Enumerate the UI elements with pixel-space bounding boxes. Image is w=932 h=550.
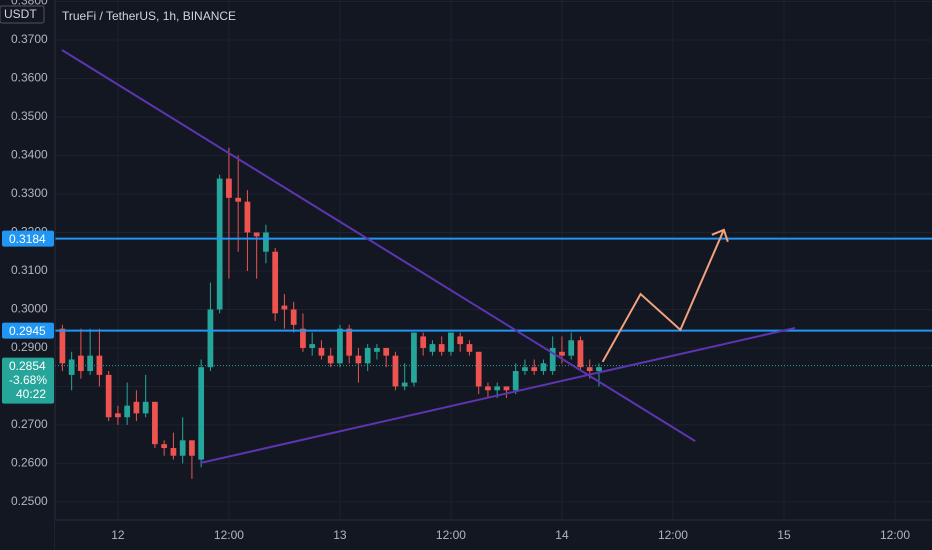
last-price-label: 0.2854	[9, 359, 46, 373]
candle-body	[531, 367, 538, 372]
currency-label: USDT	[4, 7, 37, 21]
y-tick-label: 0.3300	[11, 186, 48, 200]
candle-body	[105, 374, 112, 418]
x-tick-label: 12:00	[214, 528, 244, 542]
candle-body	[374, 347, 380, 352]
candle-body	[420, 336, 427, 348]
y-tick-label: 0.3500	[11, 109, 48, 123]
last-price-tag	[2, 357, 54, 404]
candle-body	[263, 232, 269, 252]
x-tick-label: 15	[777, 528, 791, 542]
candle-body	[549, 347, 556, 372]
y-tick-label: 0.2900	[11, 340, 48, 354]
candle-body	[309, 344, 316, 348]
candle-body	[170, 448, 177, 456]
y-tick-label: 0.3600	[11, 71, 48, 85]
candle-body	[68, 359, 75, 375]
candle-body	[179, 440, 186, 456]
price-tag-label: 0.3184	[9, 232, 46, 246]
candle-body	[115, 413, 121, 418]
candle-body	[198, 367, 205, 460]
candle-body	[59, 328, 66, 364]
candle-body	[253, 232, 260, 237]
candle-body	[429, 344, 436, 352]
chart-title: TrueFi / TetherUS, 1h, BINANCE	[62, 9, 236, 23]
arrow-head	[711, 228, 729, 243]
candle-body	[577, 340, 584, 368]
y-tick-label: 0.3100	[11, 263, 48, 277]
candle-body	[235, 197, 242, 202]
candle-body	[87, 355, 94, 372]
x-tick-label: 12:00	[436, 528, 466, 542]
y-tick-label: 0.2600	[11, 456, 48, 470]
candle-body	[596, 367, 602, 372]
y-tick-label: 0.3800	[11, 0, 48, 8]
candle-body	[392, 355, 399, 387]
candle-body	[401, 382, 408, 387]
y-tick-label: 0.2500	[11, 494, 48, 508]
candle-body	[96, 355, 103, 375]
candle-body	[142, 401, 149, 414]
time-axis	[55, 520, 932, 550]
candle-body	[244, 201, 251, 233]
price-change: -3.68%	[9, 373, 47, 387]
x-tick-label: 14	[555, 528, 569, 542]
candle-body	[226, 178, 232, 198]
x-tick-label: 12	[111, 528, 125, 542]
price-tag-label: 0.2945	[9, 324, 46, 338]
candle-body	[355, 355, 362, 364]
candle-body	[290, 309, 297, 325]
candle-body	[466, 344, 473, 352]
price-tag	[2, 322, 54, 339]
currency-box	[0, 5, 45, 24]
candle-body	[318, 347, 325, 356]
candle-body	[485, 386, 491, 391]
candle-body	[337, 328, 343, 364]
candle-body	[346, 328, 353, 356]
price-axis	[0, 0, 55, 550]
candle-body	[568, 340, 575, 356]
bar-countdown: 40:22	[16, 387, 46, 401]
candle-body	[411, 332, 417, 383]
y-tick-label: 0.3700	[11, 32, 48, 46]
y-tick-label: 0.2700	[11, 417, 48, 431]
candle-body	[300, 328, 306, 348]
candle-body	[448, 332, 454, 352]
candle-body	[438, 344, 445, 352]
candle-body	[281, 305, 288, 310]
candle-body	[207, 309, 214, 368]
candle-body	[457, 336, 464, 345]
drawing-line	[61, 49, 696, 442]
x-tick-label: 12:00	[880, 528, 910, 542]
candle-body	[494, 386, 501, 391]
x-tick-label: 12:00	[658, 528, 688, 542]
y-tick-label: 0.3000	[11, 302, 48, 316]
candle-body	[272, 251, 279, 314]
candle-body	[124, 405, 131, 418]
candle-body	[78, 355, 84, 372]
candle-body	[540, 363, 547, 372]
candle-body	[161, 444, 168, 449]
candle-body	[364, 347, 371, 364]
candle-body	[522, 367, 528, 372]
candle-body	[152, 401, 158, 445]
candle-body	[133, 401, 140, 414]
drawing-line	[200, 326, 796, 465]
candle-body	[559, 351, 565, 356]
price-tag	[2, 230, 54, 247]
candle-body	[586, 367, 593, 372]
candle-body	[475, 351, 482, 387]
candle-body	[216, 178, 223, 310]
x-tick-label: 13	[333, 528, 347, 542]
candle-body	[327, 355, 334, 364]
candle-body	[189, 440, 195, 456]
candle-body	[512, 371, 519, 391]
y-tick-label: 0.3400	[11, 148, 48, 162]
candle-body	[383, 347, 390, 356]
candle-body	[503, 386, 510, 391]
drawing-line	[601, 229, 725, 363]
